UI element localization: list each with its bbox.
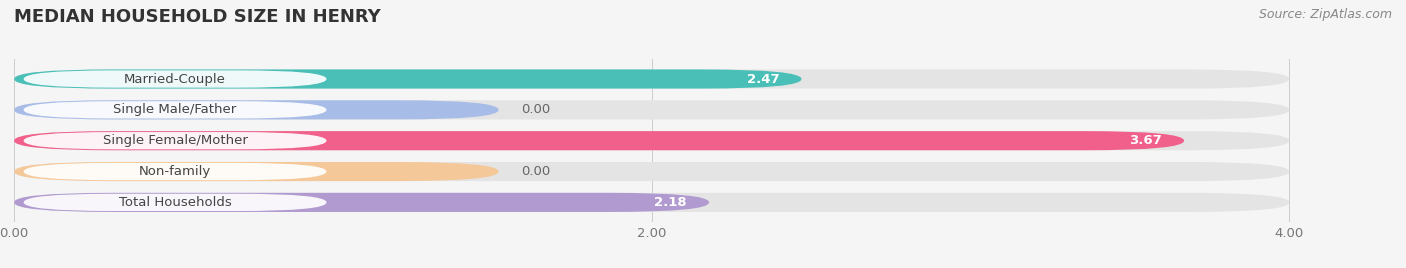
FancyBboxPatch shape [14,193,709,212]
Text: 0.00: 0.00 [522,165,550,178]
Text: Source: ZipAtlas.com: Source: ZipAtlas.com [1258,8,1392,21]
FancyBboxPatch shape [14,100,1289,120]
FancyBboxPatch shape [24,132,326,149]
FancyBboxPatch shape [14,162,499,181]
FancyBboxPatch shape [14,131,1184,150]
Text: Single Male/Father: Single Male/Father [114,103,236,116]
FancyBboxPatch shape [14,100,499,120]
FancyBboxPatch shape [24,163,326,180]
FancyBboxPatch shape [24,70,326,88]
FancyBboxPatch shape [14,131,1289,150]
Text: 3.67: 3.67 [1129,134,1161,147]
Text: Married-Couple: Married-Couple [124,73,226,85]
Text: Single Female/Mother: Single Female/Mother [103,134,247,147]
Text: MEDIAN HOUSEHOLD SIZE IN HENRY: MEDIAN HOUSEHOLD SIZE IN HENRY [14,8,381,26]
FancyBboxPatch shape [14,193,1289,212]
Text: 2.47: 2.47 [747,73,779,85]
FancyBboxPatch shape [14,69,801,88]
FancyBboxPatch shape [24,101,326,118]
FancyBboxPatch shape [14,69,1289,88]
Text: 0.00: 0.00 [522,103,550,116]
Text: Total Households: Total Households [118,196,232,209]
Text: Non-family: Non-family [139,165,211,178]
FancyBboxPatch shape [14,162,1289,181]
FancyBboxPatch shape [24,194,326,211]
Text: 2.18: 2.18 [654,196,686,209]
